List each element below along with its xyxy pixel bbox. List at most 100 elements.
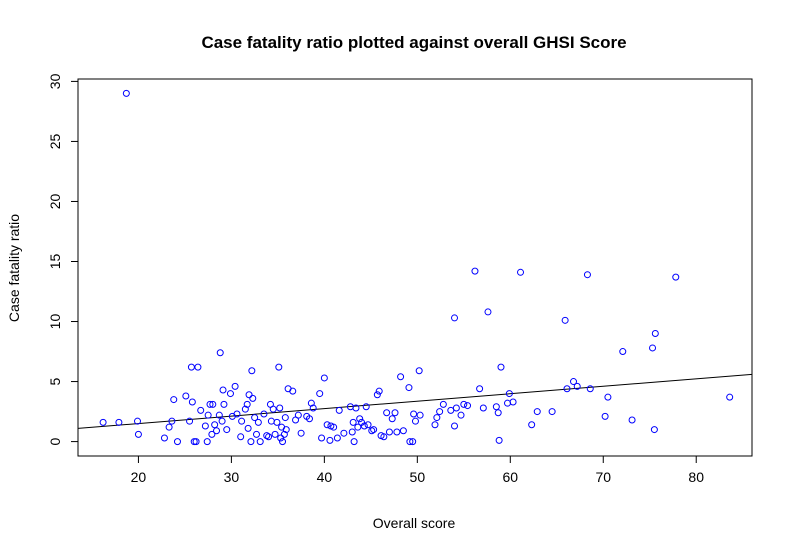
data-point [280,430,288,438]
data-point [173,438,181,446]
y-tick-label: 20 [47,193,63,209]
data-point [254,418,262,426]
data-point [533,408,541,416]
x-tick-label: 20 [131,469,147,485]
data-point [528,421,536,429]
data-point [247,438,255,446]
regression-line-group [77,373,753,429]
data-point [320,374,328,382]
data-point [436,408,444,416]
data-point [406,438,414,446]
data-point [409,438,417,446]
data-point [256,438,264,446]
data-point [415,367,423,375]
x-tick-label: 40 [317,469,333,485]
data-point [309,404,317,412]
data-point [563,385,571,393]
data-point [269,405,277,413]
data-point [335,406,343,414]
data-point [218,417,226,425]
data-point [168,417,176,425]
data-point [356,415,364,423]
y-axis: 0 5 10 15 20 25 30 [47,73,79,445]
data-point [251,414,259,422]
data-point [204,411,212,419]
data-point [348,428,356,436]
data-point [464,402,472,410]
y-tick-label: 5 [47,377,63,385]
data-point [215,411,223,419]
data-point [213,427,221,435]
data-point [238,417,246,425]
data-point [411,417,419,425]
data-point [265,433,273,441]
data-point [352,404,360,412]
data-point [460,400,468,408]
data-point [233,410,241,418]
data-point [391,409,399,417]
data-point [219,386,227,394]
data-point [360,422,368,430]
data-point [122,89,130,97]
data-point [457,411,465,419]
data-point [206,400,214,408]
data-point [340,429,348,437]
data-point [318,434,326,442]
data-point [471,267,479,275]
data-point [583,271,591,279]
data-point [243,400,251,408]
data-point [492,403,500,411]
data-point [277,434,285,442]
data-point [211,421,219,429]
y-tick-label: 10 [47,314,63,330]
data-point [316,390,324,398]
data-point [362,403,370,411]
data-point [651,330,659,338]
data-point [160,434,168,442]
data-point [385,428,393,436]
data-point [216,349,224,357]
data-point [305,415,313,423]
data-point [517,268,525,276]
data-point [297,429,305,437]
chart-title: Case fatality ratio plotted against over… [201,33,626,52]
data-point [307,399,315,407]
data-point [628,416,636,424]
data-point [433,414,441,422]
data-point [323,421,331,429]
data-point [350,438,358,446]
data-point [451,314,459,322]
data-point [451,422,459,430]
data-point [405,384,413,392]
data-point [194,363,202,371]
data-point [192,438,200,446]
data-point [231,382,239,390]
data-point [248,367,256,375]
data-point [375,387,383,395]
data-point [279,438,287,446]
data-point [133,417,141,425]
data-point [282,426,290,434]
data-point [497,363,505,371]
data-point [241,405,249,413]
x-tick-label: 50 [410,469,426,485]
y-tick-label: 25 [47,133,63,149]
data-point [99,418,107,426]
data-point [220,400,228,408]
data-point [190,438,198,446]
data-point [226,390,234,398]
data-point [373,391,381,399]
data-point [187,363,195,371]
data-point [333,434,341,442]
data-point [380,433,388,441]
data-point [252,430,260,438]
x-tick-label: 30 [224,469,240,485]
data-point [364,421,372,429]
data-point [504,399,512,407]
data-point [452,404,460,412]
data-point [388,415,396,423]
data-point [399,427,407,435]
data-point [397,373,405,381]
x-tick-label: 70 [595,469,611,485]
